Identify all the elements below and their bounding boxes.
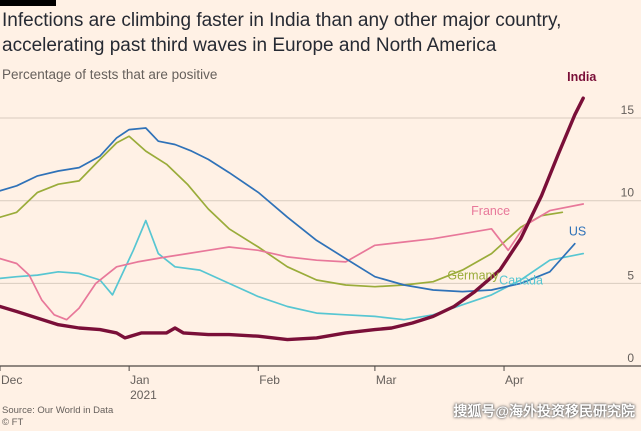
y-tick-label: 15: [621, 103, 635, 117]
series-line-canada: [0, 219, 585, 321]
series-label-canada: Canada: [499, 274, 543, 288]
grid-layer: [0, 117, 641, 371]
series-line-us: [0, 127, 576, 293]
x-tick-sublabel: 2021: [130, 388, 157, 402]
series-line-india: [0, 96, 585, 342]
x-tick-label: Jan: [130, 373, 149, 387]
x-tick-label: Dec: [1, 373, 22, 387]
chart-title: Infections are climbing faster in India …: [2, 10, 562, 56]
x-tick-label: Feb: [259, 373, 280, 387]
x-tick-label: Apr: [505, 373, 524, 387]
y-tick-label: 10: [621, 186, 635, 200]
series-label-germany: Germany: [447, 268, 499, 282]
series-label-india: India: [567, 70, 597, 84]
chart-subtitle: Percentage of tests that are positive: [2, 67, 218, 82]
ft-credit: © FT: [2, 417, 24, 428]
series-line-france: [0, 203, 585, 321]
watermark: 搜狐号@海外投资移民研究院: [453, 403, 635, 419]
ft-top-bar: [0, 0, 56, 6]
x-tick-label: Mar: [376, 373, 397, 387]
y-tick-label: 5: [627, 268, 634, 282]
source-note: Source: Our World in Data © FT: [2, 405, 113, 429]
series-line-germany: [0, 135, 564, 288]
series-label-us: US: [569, 225, 586, 239]
source-text: Source: Our World in Data: [2, 405, 114, 416]
series-layer: [0, 96, 585, 342]
series-label-france: France: [471, 204, 510, 218]
y-tick-label: 0: [627, 351, 634, 365]
